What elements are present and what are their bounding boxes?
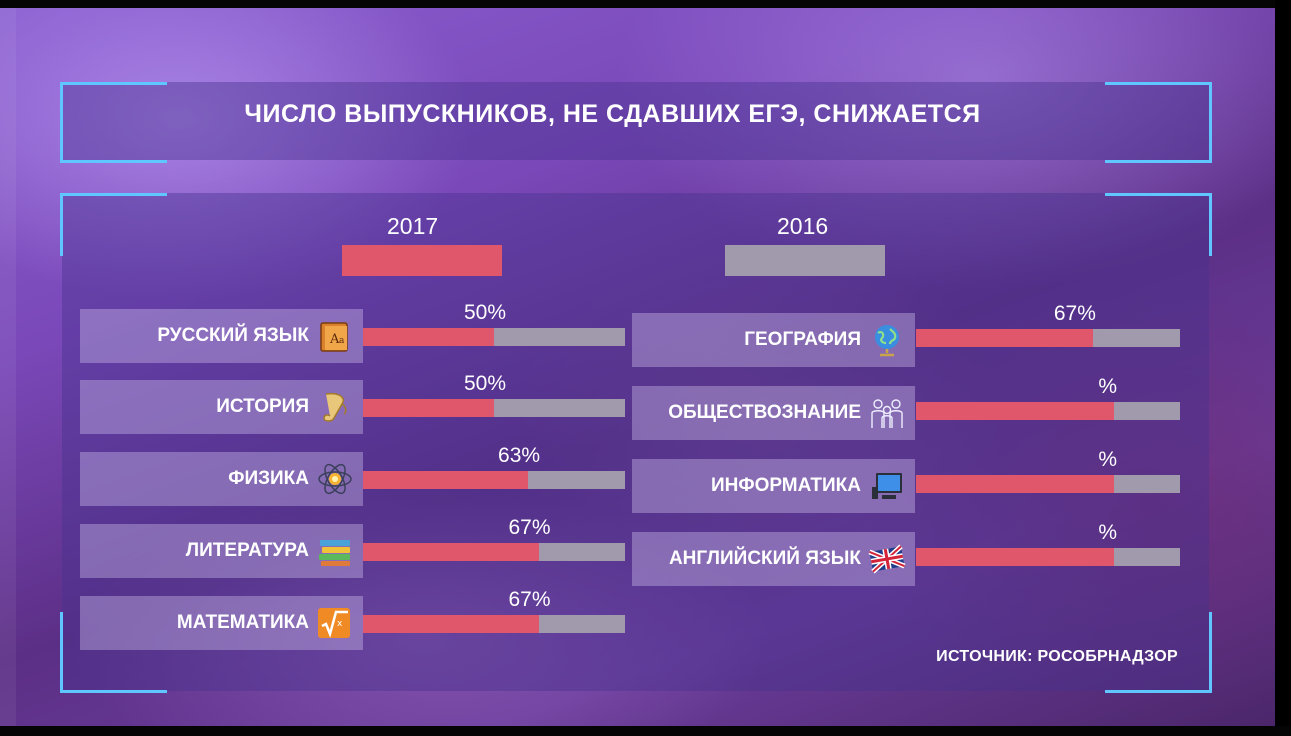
right-label-box-0: ГЕОГРАФИЯ xyxy=(632,313,915,367)
left-bar-2017-2 xyxy=(363,471,529,489)
right-percent-label-1: % xyxy=(1098,375,1117,398)
chart-title: ЧИСЛО ВЫПУСКНИКОВ, НЕ СДАВШИХ ЕГЭ, СНИЖА… xyxy=(244,100,981,128)
left-subject-label-3: ЛИТЕРАТУРА xyxy=(185,540,309,561)
main-corner-tr xyxy=(1105,193,1212,256)
left-percent-label-2: 63% xyxy=(498,444,541,467)
left-subject-label-0: РУССКИЙ ЯЗЫК xyxy=(157,325,309,346)
top-letterbox xyxy=(0,0,1291,8)
globe-icon xyxy=(867,320,907,360)
left-bar-2017-3 xyxy=(363,543,539,561)
square-root-icon: x xyxy=(315,603,355,643)
right-bar-2017-0 xyxy=(916,329,1093,347)
right-label-box-1: ОБЩЕСТВОЗНАНИЕ xyxy=(632,386,915,440)
legend-2017-swatch xyxy=(342,245,502,276)
right-subject-label-2: ИНФОРМАТИКА xyxy=(711,475,861,496)
right-bar-2017-1 xyxy=(916,402,1114,420)
left-bar-2016-3 xyxy=(363,543,625,561)
left-percent-label-0: 50% xyxy=(463,301,506,324)
left-subject-label-1: ИСТОРИЯ xyxy=(216,396,309,417)
title-corner-bl xyxy=(60,82,167,163)
left-bar-2016-0 xyxy=(363,328,625,346)
right-percent-label-0: 67% xyxy=(1053,302,1096,325)
left-bar-2017-1 xyxy=(363,399,494,417)
right-letterbox xyxy=(1275,0,1291,736)
right-label-box-3: АНГЛИЙСКИЙ ЯЗЫК xyxy=(632,532,915,586)
left-percent-label-3: 67% xyxy=(508,516,551,539)
legend-2016-swatch xyxy=(725,245,885,276)
legend-2017-label: 2017 xyxy=(387,213,439,239)
legend-2016-label: 2016 xyxy=(777,213,829,239)
main-corner-bl xyxy=(60,612,167,693)
right-bar-2017-2 xyxy=(916,475,1114,493)
right-bar-2016-1 xyxy=(916,402,1180,420)
left-bar-2016-1 xyxy=(363,399,625,417)
left-edge-strip xyxy=(0,0,16,736)
main-panel xyxy=(62,193,1209,691)
right-subject-label-3: АНГЛИЙСКИЙ ЯЗЫК xyxy=(668,548,861,569)
left-bar-2017-4 xyxy=(363,615,539,633)
left-percent-label-1: 50% xyxy=(463,372,506,395)
title-corner-br xyxy=(1105,82,1212,163)
left-subject-label-2: ФИЗИКА xyxy=(228,468,309,489)
right-bar-2016-2 xyxy=(916,475,1180,493)
right-subject-label-0: ГЕОГРАФИЯ xyxy=(744,329,861,350)
bottom-letterbox xyxy=(0,726,1291,736)
scroll-icon xyxy=(315,387,355,427)
left-percent-label-4: 67% xyxy=(508,588,551,611)
source-note: ИСТОЧНИК: РОСОБРНАДЗОР xyxy=(936,648,1178,665)
svg-text:x: x xyxy=(337,619,343,629)
right-percent-label-2: % xyxy=(1098,448,1117,471)
main-corner-br xyxy=(1105,612,1212,693)
main-corner-tl xyxy=(60,193,167,256)
computer-icon xyxy=(867,466,907,506)
left-subject-label-4: МАТЕМАТИКА xyxy=(176,612,309,633)
left-bar-2016-2 xyxy=(363,471,625,489)
right-subject-label-1: ОБЩЕСТВОЗНАНИЕ xyxy=(668,402,861,423)
left-label-box-1: ИСТОРИЯ xyxy=(80,380,363,434)
title-panel xyxy=(62,82,1209,160)
right-bar-2017-3 xyxy=(916,548,1114,566)
books-stack-icon xyxy=(315,531,355,571)
svg-text:a: a xyxy=(339,336,345,346)
right-bar-2016-3 xyxy=(916,548,1180,566)
left-bar-2017-0 xyxy=(363,328,494,346)
right-label-box-2: ИНФОРМАТИКА xyxy=(632,459,915,513)
atom-icon xyxy=(315,459,355,499)
left-label-box-3: ЛИТЕРАТУРА xyxy=(80,524,363,578)
svg-text:A: A xyxy=(329,332,340,347)
right-bar-2016-0 xyxy=(916,329,1180,347)
people-icon xyxy=(867,393,907,433)
right-percent-label-3: % xyxy=(1098,521,1117,544)
left-label-box-4: МАТЕМАТИКА x xyxy=(80,596,363,650)
left-bar-2016-4 xyxy=(363,615,625,633)
uk-flag-icon xyxy=(867,539,907,579)
left-label-box-2: ФИЗИКА xyxy=(80,452,363,506)
